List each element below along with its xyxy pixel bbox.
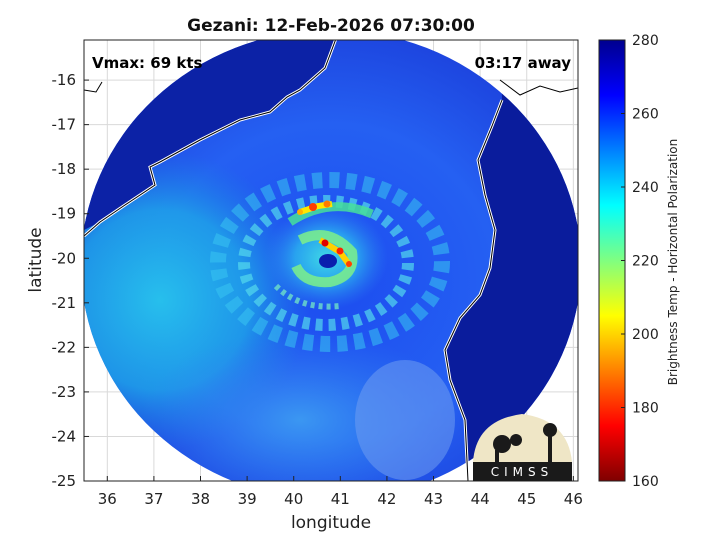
x-tick-label: 41 <box>331 490 350 508</box>
y-axis-label: latitude <box>26 227 46 292</box>
colorbar-tick-label: 160 <box>632 474 659 490</box>
x-tick-label: 43 <box>424 490 443 508</box>
colorbar-tick-label: 220 <box>632 254 659 270</box>
x-tick-label: 36 <box>98 490 117 508</box>
colorbar-tick-label: 280 <box>632 33 659 49</box>
x-tick-label: 37 <box>144 490 163 508</box>
time-away-label: 03:17 away <box>475 54 572 72</box>
x-tick-label: 40 <box>284 490 303 508</box>
vmax-label: Vmax: 69 kts <box>92 54 202 72</box>
x-tick-label: 45 <box>517 490 536 508</box>
colorbar-tick-label: 200 <box>632 327 659 343</box>
y-tick-label: -21 <box>52 294 77 312</box>
y-tick-label: -20 <box>52 249 77 267</box>
y-tick-label: -18 <box>52 160 77 178</box>
y-tick-label: -25 <box>52 472 77 490</box>
y-tick-label: -16 <box>52 71 77 89</box>
colorbar-tick-label: 180 <box>632 401 659 417</box>
colorbar-tick-label: 260 <box>632 107 659 123</box>
colorbar-label: Brightness Temp - Horizontal Polarizatio… <box>666 139 680 386</box>
y-tick-label: -22 <box>52 338 77 356</box>
colorbar-ticks: 280 260 240 220 200 180 160 <box>621 33 659 490</box>
x-tick-label: 46 <box>564 490 583 508</box>
microwave-swath <box>84 40 578 481</box>
plot-title: Gezani: 12-Feb-2026 07:30:00 <box>187 16 475 36</box>
y-tick-label: -17 <box>52 116 77 134</box>
y-tick-label: -24 <box>52 427 77 445</box>
x-tick-label: 38 <box>191 490 210 508</box>
x-axis-ticks: 36 37 38 39 40 41 42 43 44 45 46 <box>98 476 583 508</box>
axes-frame <box>83 39 579 482</box>
cimss-logo: CIMSS <box>473 414 572 481</box>
satellite-dish-icon <box>493 435 511 453</box>
colorbar <box>598 39 626 482</box>
y-axis-ticks: -16 -17 -18 -19 -20 -21 -22 -23 -24 -25 <box>52 71 89 490</box>
x-tick-label: 44 <box>471 490 490 508</box>
y-tick-label: -23 <box>52 383 77 401</box>
colorbar-tick-label: 240 <box>632 180 659 196</box>
y-tick-label: -19 <box>52 205 77 223</box>
x-tick-label: 39 <box>238 490 257 508</box>
storm-eye <box>319 254 337 268</box>
x-tick-label: 42 <box>377 490 396 508</box>
water-tower-icon <box>543 423 557 437</box>
x-axis-label: longitude <box>291 513 371 533</box>
svg-text:CIMSS: CIMSS <box>491 465 554 479</box>
